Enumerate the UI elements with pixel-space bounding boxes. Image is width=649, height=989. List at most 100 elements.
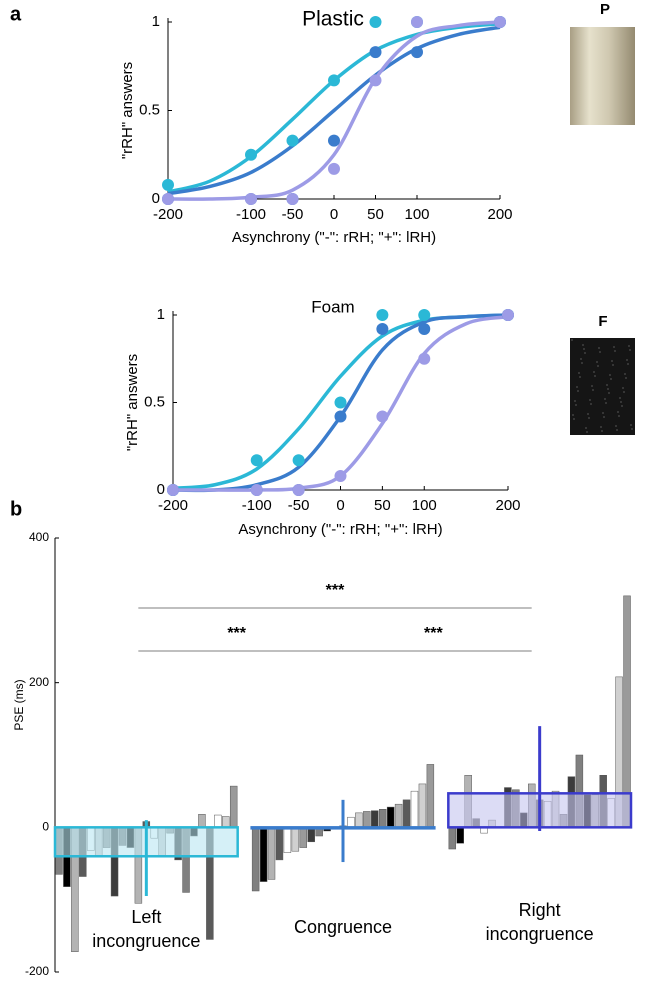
foam-speck — [623, 391, 625, 393]
y-tick-label: 1 — [157, 306, 165, 323]
x-tick-label: 0 — [336, 497, 344, 514]
foam-speck — [597, 365, 599, 367]
image-label: F — [598, 313, 607, 330]
foam-speck — [613, 346, 615, 348]
foam-speck — [571, 339, 573, 341]
data-point — [411, 16, 423, 28]
foam-speck — [588, 417, 590, 419]
data-point — [292, 484, 305, 496]
foam-speck — [618, 415, 620, 417]
x-tick-label: -100 — [236, 206, 266, 223]
y-tick-label: 200 — [29, 675, 49, 689]
foam-speck — [611, 360, 613, 362]
y-tick-label: 0 — [42, 820, 49, 834]
foam-speck — [596, 361, 598, 363]
plastic-image — [570, 27, 635, 125]
foam-speck — [610, 378, 612, 380]
data-point — [418, 309, 431, 321]
foam-speck — [615, 425, 617, 427]
foam-speck — [578, 372, 580, 374]
bar — [418, 783, 427, 828]
bar — [386, 806, 395, 828]
bar — [283, 827, 292, 853]
panel-label: b — [10, 498, 22, 520]
foam-speck — [591, 385, 593, 387]
foam-speck — [617, 411, 619, 413]
data-point — [418, 352, 431, 365]
chart-title: Plastic — [302, 8, 364, 31]
x-tick-label: 200 — [487, 206, 512, 223]
data-point — [292, 454, 305, 467]
x-tick-label: 50 — [374, 497, 391, 514]
data-point — [418, 323, 431, 335]
bar — [275, 827, 284, 861]
foam-speck — [602, 412, 604, 414]
data-point — [376, 323, 389, 335]
foam-speck — [579, 376, 581, 378]
x-tick-label: 100 — [404, 206, 429, 223]
data-point — [494, 16, 506, 28]
foam-speck — [593, 371, 595, 373]
foam-speck — [577, 390, 579, 392]
foam-speck — [616, 429, 618, 431]
bar — [291, 827, 300, 852]
foam-speck — [619, 397, 621, 399]
foam-speck — [575, 404, 577, 406]
bar — [426, 764, 435, 828]
data-point — [369, 46, 382, 59]
panel-label: a — [10, 3, 22, 25]
foam-speck — [627, 363, 629, 365]
category-label: Congruence — [293, 917, 393, 937]
y-axis-label: "rRH" answers — [124, 354, 141, 451]
y-tick-label: -200 — [25, 964, 49, 978]
foam-image — [570, 338, 635, 435]
data-point — [376, 309, 389, 321]
foam-speck — [581, 362, 583, 364]
y-tick-label: 0.5 — [144, 393, 165, 410]
foam-speck — [628, 345, 630, 347]
data-point — [369, 74, 382, 87]
x-axis-label: Asynchrony ("-": rRH; "+": lRH) — [232, 229, 436, 246]
foam-speck — [573, 418, 575, 420]
data-point — [334, 470, 347, 482]
foam-speck — [582, 344, 584, 346]
fit-curve — [167, 25, 501, 196]
y-tick-label: 0 — [157, 481, 165, 498]
x-tick-label: -200 — [153, 206, 183, 223]
bar — [410, 790, 419, 828]
x-tick-label: -50 — [288, 497, 310, 514]
bar — [229, 785, 238, 828]
foam-speck — [631, 428, 633, 430]
y-tick-label: 0 — [152, 190, 160, 207]
data-point — [502, 309, 514, 321]
foam-speck — [585, 427, 587, 429]
foam-speck — [572, 414, 574, 416]
bar — [251, 827, 260, 892]
data-point — [250, 454, 263, 467]
data-point — [162, 178, 174, 191]
bar — [456, 827, 464, 844]
significance-label: *** — [424, 625, 443, 642]
data-point — [328, 162, 340, 175]
x-tick-label: -100 — [242, 497, 272, 514]
image-label: P — [600, 1, 610, 18]
foam-speck — [620, 401, 622, 403]
x-tick-label: -50 — [282, 206, 304, 223]
bar — [363, 811, 371, 828]
chart-title: Foam — [311, 297, 354, 316]
data-point — [334, 410, 347, 423]
foam-speck — [600, 426, 602, 428]
foam-speck — [609, 374, 611, 376]
bar — [394, 803, 403, 828]
y-tick-label: 400 — [29, 530, 49, 544]
foam-speck — [625, 377, 627, 379]
foam-speck — [626, 359, 628, 361]
foam-speck — [601, 430, 603, 432]
foam-speck — [612, 364, 614, 366]
data-point — [245, 148, 257, 161]
foam-speck — [630, 424, 632, 426]
y-axis-label: PSE (ms) — [12, 679, 26, 730]
y-axis-label: "rRH" answers — [119, 62, 136, 159]
foam-speck — [586, 431, 588, 433]
